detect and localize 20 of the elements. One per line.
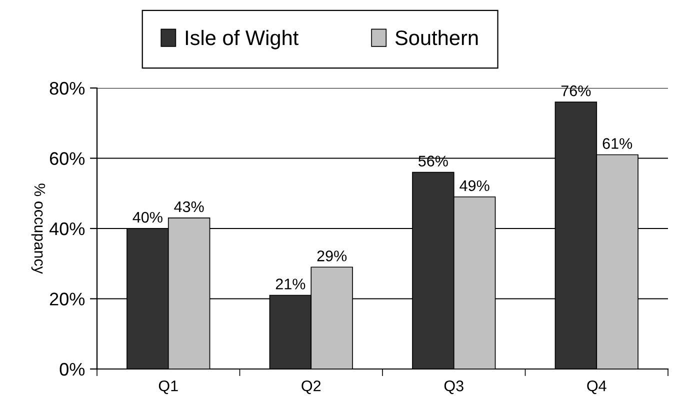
- data-label: 43%: [174, 201, 204, 212]
- data-label: 40%: [132, 212, 162, 223]
- y-tick-label: 40%: [49, 222, 85, 236]
- data-label: 61%: [602, 138, 632, 149]
- x-tick-label: Q3: [444, 380, 464, 394]
- x-tick-label: Q4: [587, 380, 606, 394]
- y-tick-label: 0%: [60, 362, 85, 376]
- data-label: 56%: [418, 156, 448, 166]
- x-tick-label: Q2: [302, 380, 321, 394]
- data-label: 49%: [460, 180, 490, 192]
- legend-label: Southern: [395, 30, 478, 46]
- data-label: 29%: [317, 250, 347, 262]
- y-axis-title: % occupancy: [31, 184, 46, 274]
- data-label: 21%: [276, 278, 306, 290]
- y-tick-label: 80%: [50, 82, 85, 95]
- legend-label: Isle of Wight: [186, 30, 298, 50]
- y-tick-label: 20%: [50, 292, 85, 306]
- x-tick-label: Q1: [158, 380, 178, 394]
- y-tick-label: 60%: [50, 152, 85, 165]
- data-label: 76%: [561, 85, 591, 96]
